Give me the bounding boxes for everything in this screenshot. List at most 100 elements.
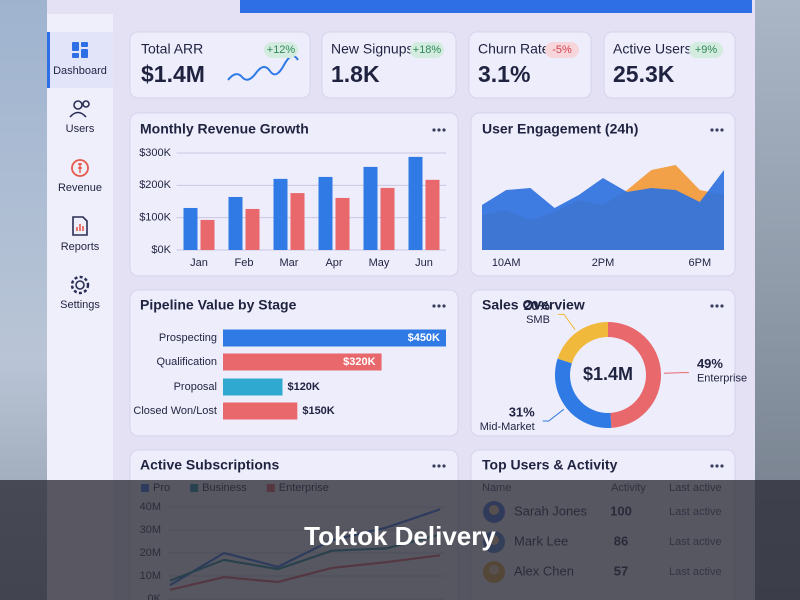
pie-segment [608, 322, 662, 428]
menu-dot [442, 464, 446, 468]
icon [71, 159, 89, 177]
leader-line [663, 372, 689, 374]
kpi-change-pill [410, 42, 444, 58]
bar [245, 208, 260, 250]
bar [290, 193, 305, 250]
kpi-change: +18% [413, 44, 442, 56]
menu-dot [715, 304, 719, 308]
icon [72, 42, 79, 51]
bar [273, 178, 288, 250]
menu-dot [715, 464, 719, 468]
menu-dot [710, 128, 714, 132]
x-tick-label: Feb [235, 257, 254, 269]
value-label: $320K [343, 356, 375, 368]
x-tick-label: 2PM [592, 257, 615, 269]
kpi-change: -5% [552, 44, 572, 56]
chart-card [470, 289, 736, 437]
slice-label: SMB [526, 314, 550, 326]
sidebar-item[interactable]: Settings [60, 299, 100, 311]
menu-dot [432, 464, 436, 468]
kpi-value: 25.3K [613, 61, 675, 87]
menu-dot [710, 464, 714, 468]
sidebar-icons [69, 42, 90, 295]
value-label: $120K [287, 381, 319, 393]
kpi-label: Active Users [613, 41, 692, 57]
x-tick-label: Jun [415, 257, 433, 269]
value-label: 49% [697, 356, 723, 371]
icon [72, 53, 79, 58]
bar [425, 179, 440, 250]
value-label: $450K [408, 332, 440, 344]
kpi-label: Churn Rate [478, 41, 550, 57]
bar [318, 176, 333, 250]
chart-title: Monthly Revenue Growth [140, 121, 309, 137]
slice-label: Mid-Market [480, 421, 535, 433]
y-tick-label: $200K [139, 179, 171, 191]
value-label: 20% [524, 298, 550, 313]
caption-band [0, 480, 800, 600]
area [482, 170, 724, 250]
y-tick-label: $300K [139, 147, 171, 159]
center-label: $1.4M [583, 364, 633, 384]
bar [223, 402, 298, 420]
sidebar-item[interactable]: Revenue [58, 182, 102, 194]
icon [75, 280, 85, 290]
menu-dot [437, 128, 441, 132]
icon [69, 111, 87, 118]
bar [183, 207, 198, 250]
sidebar-item[interactable]: Users [66, 123, 95, 135]
icon [72, 216, 88, 236]
chart-title: User Engagement (24h) [482, 121, 638, 137]
bar [200, 219, 215, 250]
menu-dot [442, 128, 446, 132]
chart-title: Pipeline Value by Stage [140, 297, 297, 313]
kpi-change-pill [689, 42, 723, 58]
x-tick-label: Mar [280, 257, 299, 269]
sidebar-item[interactable]: Reports [61, 241, 100, 253]
pie-segment [555, 358, 612, 428]
kpi-label: Total ARR [141, 41, 203, 57]
menu-dot [720, 304, 724, 308]
x-tick-label: Jan [190, 257, 208, 269]
x-tick-label: Apr [325, 257, 342, 269]
y-tick-label: Qualification [156, 356, 217, 368]
menu-dot [432, 128, 436, 132]
table-title: Top Users & Activity [482, 457, 618, 473]
menu-dot [720, 464, 724, 468]
leader-line [557, 313, 576, 330]
icon [70, 275, 90, 295]
chart-title: Active Subscriptions [140, 457, 279, 473]
y-tick-label: $0K [151, 244, 171, 256]
kpi-value: 3.1% [478, 61, 530, 87]
kpi-change: +9% [695, 44, 718, 56]
y-tick-label: $100K [139, 212, 171, 224]
bar [228, 196, 243, 250]
x-tick-label: 6PM [688, 257, 711, 269]
bar [223, 329, 446, 347]
y-tick-label: Closed Won/Lost [133, 405, 217, 417]
icon [81, 42, 88, 47]
kpi-value: $1.4M [141, 61, 205, 87]
bar [380, 187, 395, 250]
top-bar [240, 0, 752, 13]
value-label: 31% [509, 404, 535, 419]
sidebar-active[interactable] [47, 32, 113, 88]
kpi-change-pill [264, 42, 298, 58]
pie-segment [557, 322, 608, 364]
bar [335, 197, 350, 250]
bar [223, 378, 283, 396]
value-label: $150K [302, 405, 334, 417]
menu-dot [710, 304, 714, 308]
kpi-value: 1.8K [331, 61, 380, 87]
sidebar-item[interactable]: Dashboard [53, 65, 107, 77]
chart-title: Sales Overview [482, 297, 585, 313]
y-tick-label: Prospecting [159, 332, 217, 344]
kpi-change-pill [545, 42, 579, 58]
icon [82, 100, 90, 108]
menu-dot [720, 128, 724, 132]
menu-icons[interactable] [432, 128, 724, 468]
menu-dot [432, 304, 436, 308]
icon [76, 224, 84, 231]
